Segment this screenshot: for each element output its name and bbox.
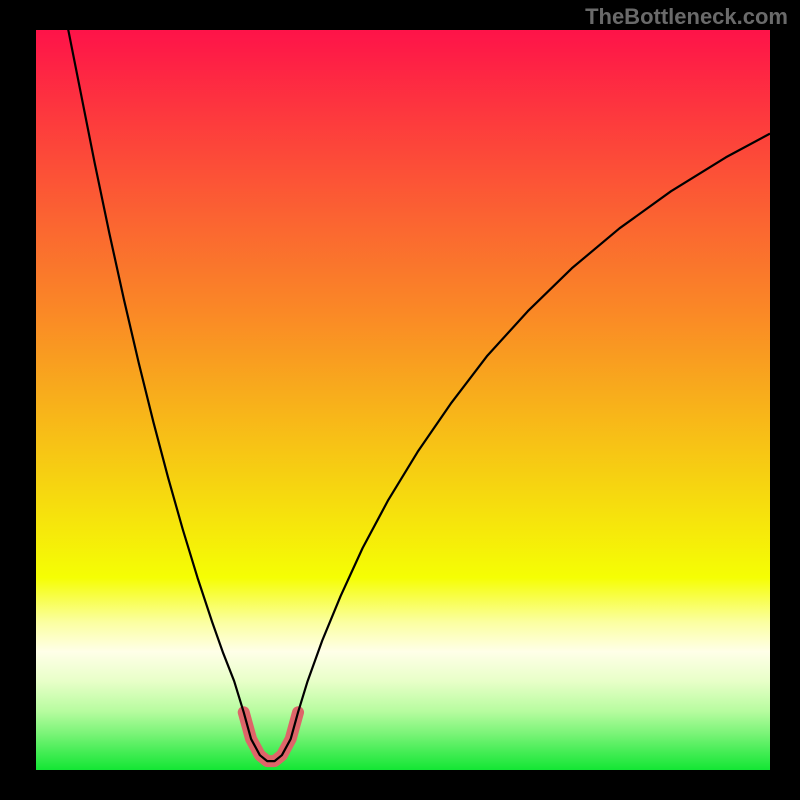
chart-svg bbox=[36, 30, 770, 770]
watermark-text: TheBottleneck.com bbox=[585, 4, 788, 30]
chart-container: TheBottleneck.com bbox=[0, 0, 800, 800]
gradient-background bbox=[36, 30, 770, 770]
chart-frame bbox=[36, 30, 770, 770]
